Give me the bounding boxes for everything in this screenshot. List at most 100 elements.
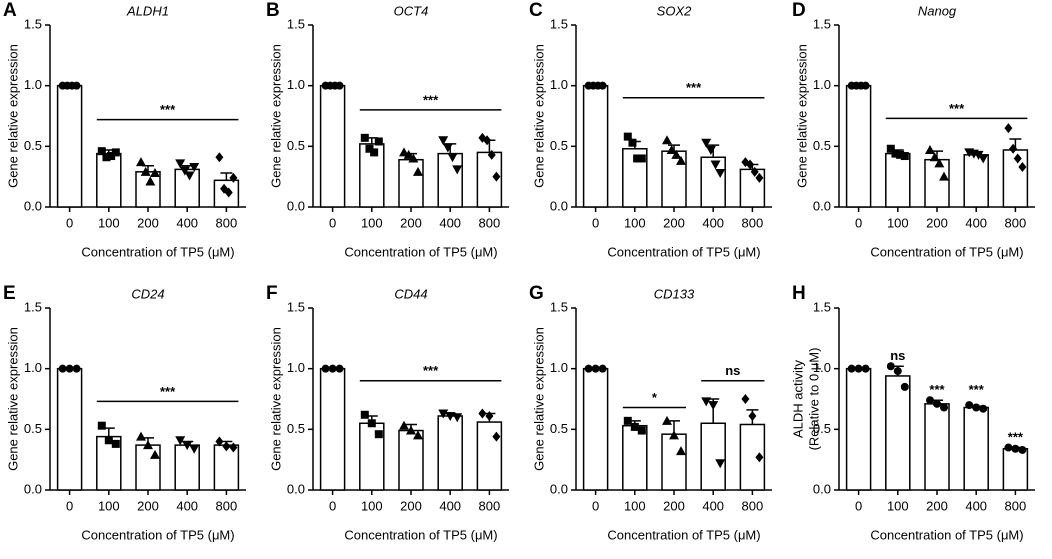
bar	[398, 429, 424, 491]
significance-label: ***	[1008, 429, 1024, 444]
y-axis-label: (Relative to 0 μM)	[806, 348, 821, 451]
data-point	[978, 154, 989, 164]
bar	[845, 84, 872, 208]
bar	[739, 168, 766, 208]
x-tick-label: 800	[1005, 215, 1027, 230]
x-axis-label: Concentration of TP5 (μM)	[870, 244, 1023, 259]
y-axis-label: Gene relative expression	[268, 44, 283, 188]
data-point	[623, 132, 632, 141]
data-point	[229, 172, 238, 183]
x-tick-label: 0	[592, 498, 599, 513]
x-tick-label: 400	[176, 215, 198, 230]
bar	[885, 152, 911, 208]
data-point	[701, 397, 712, 407]
data-point	[478, 408, 487, 419]
significance-label: ***	[949, 101, 965, 116]
x-tick-label: 100	[98, 498, 120, 513]
data-point	[447, 153, 458, 163]
bar	[924, 403, 950, 491]
data-point	[900, 382, 909, 391]
bar	[700, 156, 726, 208]
data-point	[676, 446, 686, 456]
data-point	[662, 415, 672, 425]
x-tick-label: 0	[855, 498, 862, 513]
x-tick-label: 400	[965, 498, 987, 513]
x-axis-label: Concentration of TP5 (μM)	[81, 527, 234, 542]
bar	[437, 415, 463, 491]
data-point	[628, 138, 637, 147]
data-point	[671, 149, 682, 159]
data-point	[403, 149, 414, 159]
y-tick-label: 1.0	[287, 360, 305, 375]
y-tick-label: 1.0	[24, 77, 42, 92]
x-tick-label: 100	[624, 215, 646, 230]
y-axis-label: Gene relative expression	[268, 327, 283, 471]
y-tick-label: 0.5	[813, 421, 831, 436]
data-point	[965, 401, 974, 410]
data-point	[715, 169, 726, 179]
data-point	[487, 149, 496, 160]
bar	[924, 158, 950, 208]
x-tick-label: 100	[887, 215, 909, 230]
y-axis-label: Gene relative expression	[5, 327, 20, 471]
data-point	[438, 409, 449, 419]
panel: B OCT4 Gene relative expression Concentrati…	[266, 0, 509, 259]
y-tick-label: 0.0	[287, 198, 305, 213]
data-point	[370, 148, 379, 157]
data-point	[755, 172, 764, 183]
y-axis-label: Gene relative expression	[531, 327, 546, 471]
data-point	[715, 459, 726, 469]
panel: E CD24 Gene relative expression Concentrati…	[3, 283, 246, 542]
y-tick-label: 1.5	[550, 16, 568, 31]
y-tick-label: 1.0	[813, 360, 831, 375]
data-point	[179, 166, 190, 176]
data-point	[58, 364, 67, 373]
data-point	[666, 144, 677, 154]
x-tick-label: 800	[479, 498, 501, 513]
panel: G CD133 Gene relative expression Concentrat…	[529, 283, 772, 542]
panel-title: OCT4	[394, 3, 429, 18]
x-tick-label: 0	[329, 498, 336, 513]
data-point	[750, 166, 759, 177]
data-point	[630, 422, 639, 431]
data-point	[189, 162, 200, 172]
data-point	[1004, 443, 1013, 452]
data-point	[669, 430, 679, 440]
x-tick-label: 800	[216, 215, 238, 230]
data-point	[854, 364, 863, 373]
x-tick-label: 100	[98, 215, 120, 230]
y-tick-label: 0.5	[24, 138, 42, 153]
data-point	[413, 430, 423, 440]
data-point	[939, 171, 949, 181]
data-point	[637, 154, 646, 163]
significance-label: ***	[686, 80, 702, 95]
x-tick-label: 200	[400, 215, 422, 230]
x-tick-label: 0	[66, 215, 73, 230]
data-point	[182, 441, 193, 451]
data-point	[360, 410, 369, 419]
bar	[661, 433, 687, 491]
data-point	[335, 81, 344, 90]
x-tick-label: 0	[855, 215, 862, 230]
data-point	[483, 135, 492, 146]
data-point	[104, 436, 113, 445]
x-tick-label: 400	[965, 215, 987, 230]
panel-letter: D	[792, 0, 806, 21]
x-tick-label: 200	[926, 498, 948, 513]
data-point	[140, 166, 151, 176]
data-point	[861, 81, 870, 90]
data-point	[111, 439, 120, 448]
x-tick-label: 0	[329, 215, 336, 230]
panel-title: CD133	[654, 286, 695, 301]
data-point	[224, 187, 233, 198]
data-point	[584, 364, 593, 373]
x-tick-label: 200	[926, 215, 948, 230]
data-point	[445, 411, 456, 421]
x-tick-label: 400	[439, 498, 461, 513]
y-tick-label: 0.0	[24, 481, 42, 496]
data-point	[710, 160, 721, 170]
data-point	[72, 81, 81, 90]
data-point	[360, 133, 369, 142]
bar	[398, 158, 424, 208]
